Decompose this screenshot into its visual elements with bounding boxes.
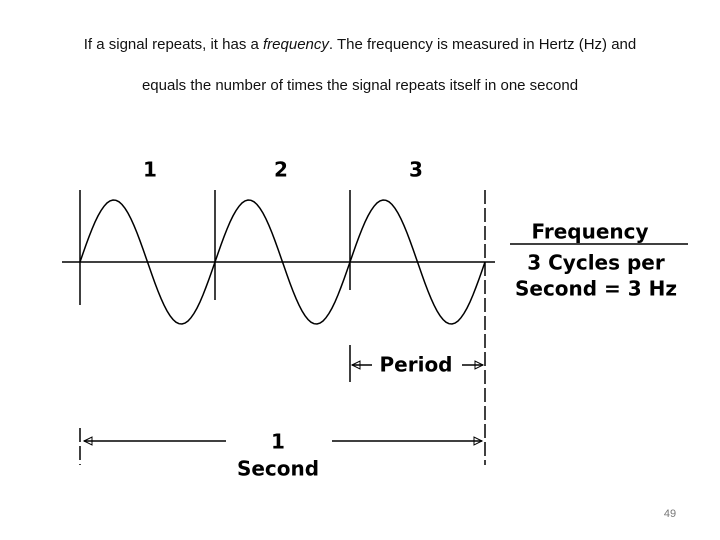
cycle-label: 1	[143, 158, 157, 182]
cycle-label: 3	[409, 158, 423, 182]
arrowhead	[350, 360, 361, 370]
sine-wave	[79, 199, 486, 325]
arrowhead	[474, 360, 485, 370]
frequency-heading: Frequency	[531, 220, 648, 244]
caption-line: If a signal repeats, it has a frequency.…	[0, 36, 720, 53]
caption-text: If a signal repeats, it has a	[83, 36, 264, 53]
frequency-text: 3 Cycles per	[527, 251, 665, 275]
caption-emphasis: frequency	[263, 36, 329, 53]
caption-line: equals the number of times the signal re…	[141, 77, 579, 94]
second-number: 1	[271, 430, 285, 454]
caption-text: . The frequency is measured in Hertz (Hz…	[328, 36, 637, 53]
arrowhead	[82, 436, 93, 446]
second-unit: Second	[237, 457, 319, 481]
frequency-text: Second = 3 Hz	[515, 277, 677, 301]
period-label: Period	[380, 353, 453, 377]
arrowhead	[473, 436, 484, 446]
cycle-label: 2	[274, 158, 288, 182]
page-number: 49	[664, 508, 676, 520]
